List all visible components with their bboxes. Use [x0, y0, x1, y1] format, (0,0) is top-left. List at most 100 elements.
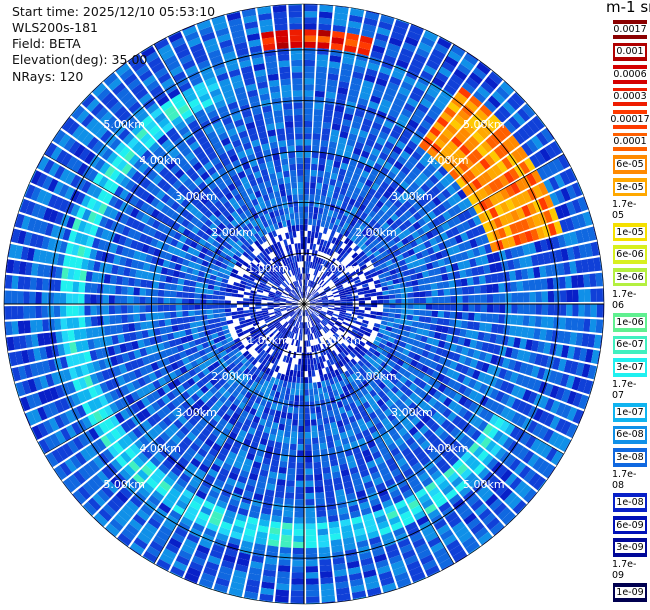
range-gate-cell — [304, 96, 314, 103]
range-gate-cell — [331, 237, 337, 244]
range-gate-cell — [263, 495, 274, 503]
range-gate-cell — [304, 11, 318, 18]
range-gate-cell — [424, 284, 432, 291]
range-gate-cell — [250, 373, 258, 381]
range-gate-cell — [565, 375, 576, 389]
range-gate-cell — [361, 322, 368, 328]
range-gate-cell — [159, 327, 167, 335]
range-gate-cell — [514, 220, 524, 233]
range-gate-cell — [311, 345, 315, 353]
range-gate-cell — [357, 288, 364, 293]
range-gate-cell — [344, 370, 351, 378]
range-gate-cell — [501, 157, 513, 170]
range-gate-cell — [392, 278, 400, 285]
range-gate-cell — [481, 342, 489, 352]
range-gate-cell — [157, 312, 165, 320]
range-gate-cell — [437, 214, 447, 224]
range-gate-cell — [581, 363, 591, 378]
range-gate-cell — [314, 400, 321, 408]
range-gate-cell — [332, 30, 345, 39]
range-gate-cell — [349, 127, 360, 136]
range-gate-cell — [484, 76, 499, 90]
range-gate-cell — [151, 512, 165, 524]
range-gate-cell — [345, 293, 353, 297]
range-gate-cell — [549, 385, 560, 399]
range-gate-cell — [298, 432, 304, 439]
range-gate-cell — [305, 505, 315, 512]
range-gate-cell — [194, 287, 202, 294]
range-gate-cell — [322, 305, 329, 308]
range-gate-cell — [370, 95, 382, 105]
range-gate-cell — [481, 171, 493, 183]
range-gate-cell — [456, 373, 466, 384]
range-gate-cell — [385, 226, 394, 235]
range-gate-cell — [189, 478, 201, 489]
range-gate-cell — [170, 565, 185, 578]
range-gate-cell — [47, 305, 55, 318]
range-gate-cell — [455, 148, 467, 160]
range-gate-cell — [560, 248, 569, 262]
range-gate-cell — [436, 116, 449, 128]
range-gate-cell — [277, 571, 290, 579]
range-gate-cell — [396, 185, 406, 195]
range-gate-cell — [561, 404, 572, 419]
range-gate-cell — [413, 304, 420, 310]
range-gate-cell — [334, 105, 345, 113]
range-gate-cell — [516, 146, 529, 160]
range-gate-cell — [364, 518, 376, 528]
range-gate-cell — [370, 471, 381, 481]
range-gate-cell — [332, 471, 341, 479]
range-gate-cell — [182, 285, 190, 292]
range-gate-cell — [337, 353, 344, 360]
range-gate-cell — [388, 427, 398, 437]
range-gate-cell — [224, 456, 235, 466]
range-gate-cell — [339, 249, 346, 257]
range-gate-cell — [364, 293, 371, 298]
range-gate-cell — [272, 509, 283, 517]
range-gate-cell — [78, 293, 85, 304]
range-gate-cell — [261, 365, 268, 373]
range-gate-cell — [402, 488, 414, 499]
range-gate-cell — [519, 338, 527, 350]
range-gate-cell — [436, 552, 451, 564]
range-gate-cell — [447, 378, 457, 389]
range-gate-cell — [419, 310, 426, 316]
range-gate-cell — [524, 230, 534, 243]
range-gate-cell — [305, 559, 318, 567]
range-gate-cell — [382, 312, 389, 317]
range-gate-cell — [340, 334, 347, 341]
range-gate-cell — [315, 256, 319, 264]
range-gate-cell — [485, 323, 493, 333]
range-gate-cell — [304, 236, 307, 243]
range-gate-cell — [451, 262, 459, 272]
range-gate-cell — [316, 176, 324, 184]
range-gate-cell — [231, 289, 239, 294]
range-gate-cell — [297, 364, 301, 371]
range-gate-cell — [263, 406, 271, 415]
range-gate-cell — [429, 237, 438, 246]
range-gate-cell — [489, 333, 497, 344]
range-gate-cell — [368, 411, 378, 420]
range-gate-cell — [386, 217, 395, 226]
range-gate-cell — [330, 257, 336, 265]
range-gate-cell — [596, 241, 600, 256]
range-gate-cell — [566, 390, 577, 405]
range-gate-cell — [315, 331, 319, 339]
range-gate-cell — [375, 254, 383, 261]
range-gate-cell — [445, 229, 454, 239]
range-gate-cell — [279, 460, 288, 468]
range-gate-cell — [257, 443, 267, 452]
range-gate-cell — [270, 357, 277, 364]
range-gate-cell — [519, 362, 528, 374]
range-gate-cell — [186, 533, 200, 544]
range-gate-cell — [188, 310, 195, 317]
range-gate-cell — [387, 81, 400, 92]
range-gate-cell — [567, 346, 576, 360]
range-gate-cell — [528, 472, 541, 487]
range-gate-cell — [386, 373, 395, 381]
range-gate-cell — [140, 279, 148, 288]
range-gate-cell — [360, 243, 368, 251]
range-gate-cell — [388, 554, 403, 565]
range-gate-cell — [572, 392, 583, 407]
range-gate-cell — [328, 67, 340, 75]
